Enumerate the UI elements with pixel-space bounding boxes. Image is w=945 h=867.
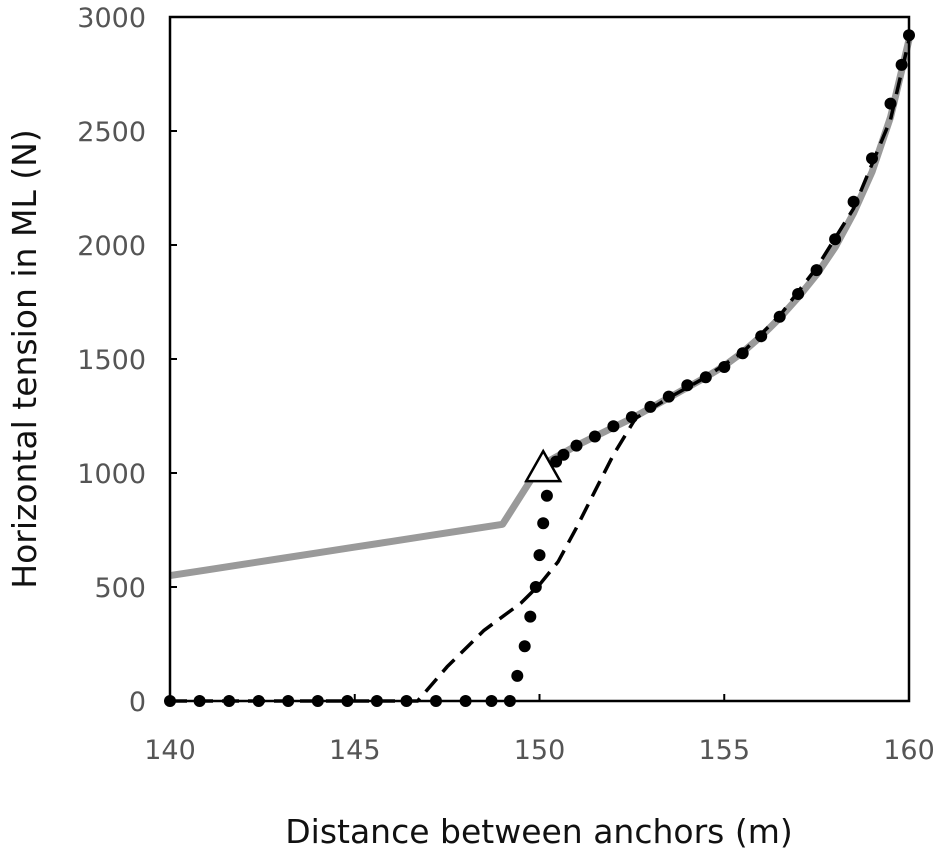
marker-layer — [524, 448, 563, 483]
data-point-dotted-31 — [718, 361, 731, 373]
y-tick-label-1500: 1500 — [77, 345, 146, 376]
x-tick-label-140: 140 — [144, 735, 196, 766]
x-tick-label-155: 155 — [698, 735, 750, 766]
data-point-dotted-13 — [511, 669, 524, 682]
data-point-dotted-40 — [884, 97, 897, 110]
data-point-dotted-23 — [570, 439, 583, 452]
plot-frame — [168, 15, 911, 703]
data-point-dotted-29 — [681, 379, 694, 392]
data-point-dotted-22 — [557, 448, 570, 461]
data-point-dotted-30 — [699, 371, 712, 384]
triangle-marker-0 — [524, 448, 563, 483]
series-dotted — [164, 29, 915, 707]
data-point-dotted-19 — [540, 489, 553, 502]
data-point-dotted-14 — [518, 640, 531, 653]
x-tick-label-150: 150 — [514, 735, 566, 766]
x-axis-title: Distance between anchors (m) — [285, 812, 793, 851]
data-point-dotted-16 — [529, 581, 542, 593]
data-point-dotted-41 — [895, 58, 908, 71]
data-point-dotted-27 — [644, 400, 657, 413]
data-point-dotted-32 — [736, 347, 749, 360]
data-point-dotted-35 — [792, 288, 805, 300]
data-point-dotted-15 — [524, 610, 537, 623]
data-point-dotted-38 — [847, 195, 860, 208]
y-axis-title: Horizontal tension in ML (N) — [5, 129, 44, 588]
data-point-dotted-18 — [537, 517, 550, 530]
y-tick-label-500: 500 — [94, 573, 146, 604]
data-point-dotted-34 — [773, 310, 786, 323]
y-tick-label-2500: 2500 — [77, 117, 146, 148]
data-point-dotted-28 — [662, 390, 675, 403]
series-dashed-line — [170, 39, 911, 703]
series-layer — [164, 29, 915, 707]
data-point-dotted-26 — [625, 411, 638, 424]
data-point-dotted-33 — [755, 330, 768, 343]
x-tick-label-160: 160 — [883, 735, 935, 766]
series-gray-line — [169, 38, 913, 580]
y-tick-label-3000: 3000 — [77, 3, 146, 34]
data-point-dotted-36 — [810, 264, 823, 277]
x-tick-label-145: 145 — [329, 735, 381, 766]
y-tick-label-2000: 2000 — [77, 231, 146, 262]
data-point-dotted-37 — [829, 233, 842, 246]
data-point-dotted-24 — [588, 430, 601, 443]
y-tick-label-0: 0 — [129, 687, 146, 718]
data-point-dotted-25 — [607, 420, 620, 433]
data-point-dotted-17 — [533, 549, 546, 562]
y-tick-label-1000: 1000 — [77, 459, 146, 490]
data-point-dotted-39 — [866, 152, 878, 165]
ticks-layer: 140 145 150 155 160 0 500 1000 1500 2000 2500 3000 — [77, 3, 934, 766]
